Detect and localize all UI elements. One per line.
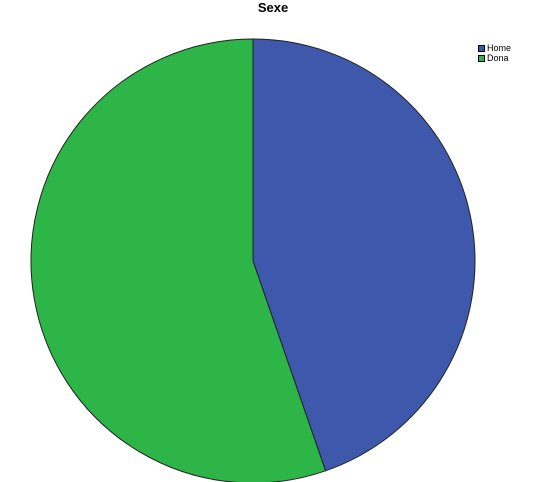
legend-swatch-dona bbox=[478, 54, 485, 62]
legend-label-dona: Dona bbox=[487, 53, 509, 63]
legend-label-home: Home bbox=[487, 43, 512, 53]
legend-item-home: Home bbox=[478, 43, 511, 53]
legend-swatch-home bbox=[478, 44, 485, 52]
legend: Home Dona bbox=[478, 43, 511, 63]
pie-slices bbox=[30, 38, 476, 482]
pie-slice-dona bbox=[30, 38, 327, 482]
chart-title: Sexe bbox=[257, 0, 289, 15]
pie-slice-home bbox=[252, 38, 476, 472]
legend-item-dona: Dona bbox=[478, 53, 511, 63]
